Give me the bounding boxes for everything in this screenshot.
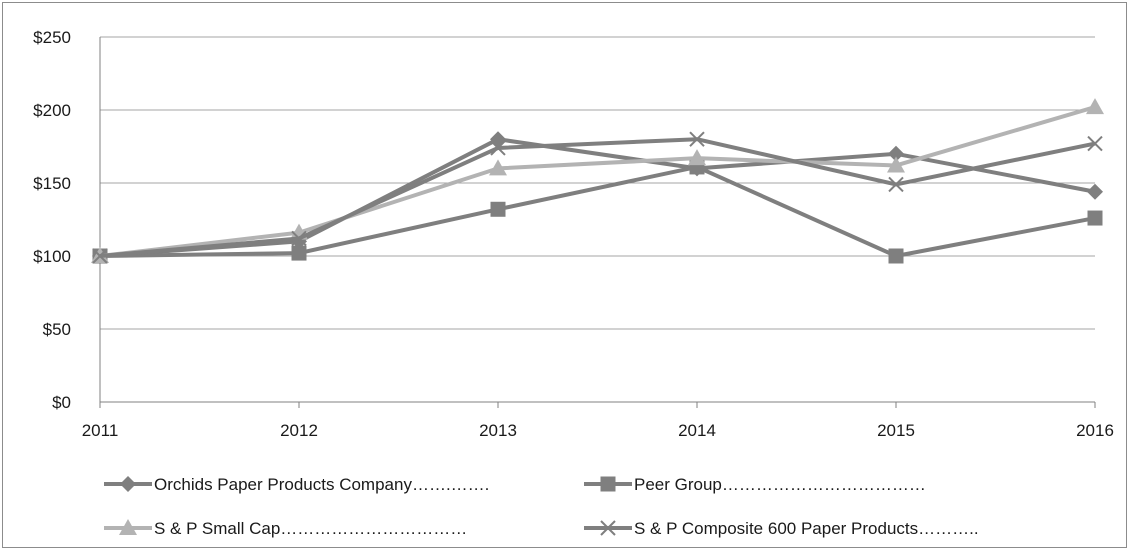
x-marker	[291, 230, 307, 247]
legend-item: Orchids Paper Products Company…….…….	[104, 475, 489, 494]
legend: Orchids Paper Products Company…….……. Peer…	[104, 475, 979, 538]
legend-label: Orchids Paper Products Company…….…….	[154, 475, 489, 494]
series-line	[99, 137, 1096, 258]
y-tick-label: $150	[33, 174, 71, 193]
series-triangle	[91, 98, 1104, 263]
diamond-marker	[120, 476, 136, 492]
x-marker-stroke	[1087, 135, 1103, 152]
y-tick-label: $250	[33, 28, 71, 47]
y-tick-label: $200	[33, 101, 71, 120]
x-marker-stroke	[888, 176, 904, 193]
x-marker-stroke	[600, 520, 616, 536]
legend-item: Peer Group………………………………	[584, 475, 926, 494]
square-marker	[600, 476, 616, 492]
x-tick-label: 2012	[280, 421, 318, 440]
triangle-marker	[1086, 98, 1104, 115]
square-marker	[888, 248, 904, 264]
y-axis-ticks: $0 $50 $100 $150 $200 $250	[33, 28, 71, 412]
x-tick-label: 2014	[678, 421, 716, 440]
x-axis-ticks: 2011 2012 2013 2014 2015 2016	[82, 402, 1114, 440]
x-marker-stroke	[689, 131, 705, 147]
legend-label: S & P Small Cap……………………………	[154, 519, 467, 538]
series-square	[92, 159, 1103, 264]
x-tick-label: 2016	[1076, 421, 1114, 440]
triangle-marker	[489, 159, 507, 176]
legend-item: S & P Small Cap……………………………	[104, 519, 467, 538]
x-marker-stroke	[490, 140, 506, 156]
series-line	[99, 105, 1096, 258]
series-line	[99, 164, 1096, 258]
x-marker	[92, 248, 108, 264]
x-tick-label: 2015	[877, 421, 915, 440]
legend-label: S & P Composite 600 Paper Products………..	[634, 519, 979, 538]
diamond-marker	[490, 131, 506, 148]
square-marker	[490, 201, 506, 217]
x-tick-label: 2011	[82, 421, 119, 440]
series-group	[91, 98, 1104, 264]
diamond-marker	[1087, 183, 1103, 200]
y-tick-label: $0	[52, 393, 71, 412]
x-marker-stroke	[291, 230, 307, 247]
axes	[99, 37, 1095, 403]
y-tick-label: $50	[43, 320, 71, 339]
x-marker	[600, 520, 616, 536]
legend-label: Peer Group………………………………	[634, 475, 926, 494]
x-marker	[888, 176, 904, 193]
x-marker	[490, 140, 506, 156]
x-tick-label: 2013	[479, 421, 517, 440]
y-tick-label: $100	[33, 247, 71, 266]
x-marker	[689, 131, 705, 147]
triangle-marker	[887, 156, 905, 173]
diamond-marker	[888, 145, 904, 162]
triangle-marker	[119, 519, 137, 535]
gridlines	[100, 36, 1095, 330]
series-x	[92, 131, 1103, 264]
x-marker-stroke	[92, 248, 108, 264]
square-marker	[1087, 210, 1103, 226]
square-marker	[291, 245, 307, 261]
x-marker	[1087, 135, 1103, 152]
series-line	[99, 137, 1096, 258]
legend-item: S & P Composite 600 Paper Products………..	[584, 519, 979, 538]
triangle-marker	[688, 149, 706, 166]
